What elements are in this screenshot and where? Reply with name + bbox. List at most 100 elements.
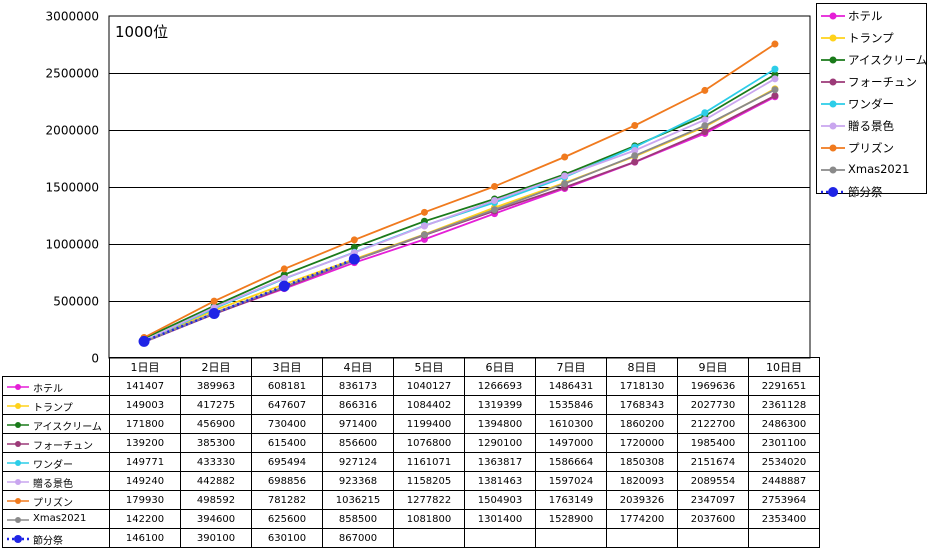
table-column-header: 1日目: [109, 357, 181, 377]
table-cell: 1597024: [535, 471, 607, 491]
table-row-label: 節分祭: [33, 536, 63, 547]
data-point: [208, 308, 220, 320]
table-row: ワンダー 149771 433330 695494 927124 1161071 13638…: [2, 452, 820, 472]
legend-label: トランプ: [848, 31, 894, 45]
table-row-header: フォーチュン: [2, 433, 110, 453]
y-tick-label: 2500000: [46, 67, 99, 81]
legend-key: [821, 12, 845, 20]
table-legend-key: [7, 441, 29, 447]
table-legend-key: [7, 460, 29, 466]
table-cell: 389963: [180, 376, 252, 396]
table-cell: 730400: [251, 414, 323, 434]
legend-item: アイスクリーム: [817, 49, 927, 71]
table-cell: 179930: [109, 490, 181, 510]
table-cell: 141407: [109, 376, 181, 396]
table-cell: 149771: [109, 452, 181, 472]
table-column-header: 10日目: [748, 357, 820, 377]
table-row-header: プリズン: [2, 490, 110, 510]
table-cell: 1290100: [464, 433, 536, 453]
table-cell: 149003: [109, 395, 181, 415]
table-cell: 2027730: [677, 395, 749, 415]
line-chart: 0500000100000015000002000000250000030000…: [46, 10, 811, 366]
table-cell: 1158205: [393, 471, 465, 491]
table-cell: 927124: [322, 452, 394, 472]
data-point: [420, 231, 428, 239]
table-row-label: 贈る景色: [33, 479, 73, 490]
table-cell: [606, 528, 678, 548]
table-row: フォーチュン 139200 385300 615400 856600 1076800 129…: [2, 433, 820, 453]
table-cell: 442882: [180, 471, 252, 491]
data-point: [701, 86, 709, 94]
table-cell: 1319399: [464, 395, 536, 415]
table-column-header: 5日目: [393, 357, 465, 377]
data-point: [350, 236, 358, 244]
table-cell: 647607: [251, 395, 323, 415]
table-corner: [2, 357, 110, 377]
legend-item: トランプ: [817, 27, 927, 49]
series-line-7: [143, 88, 776, 343]
table-legend-key: [7, 535, 29, 543]
legend-label: 贈る景色: [848, 119, 894, 133]
table-legend-key: [7, 479, 29, 485]
table-cell: 1763149: [535, 490, 607, 510]
table-column-header: 2日目: [180, 357, 252, 377]
table-row-label: フォーチュン: [33, 441, 93, 452]
table-row-header: トランプ: [2, 395, 110, 415]
table-row-label: Xmas2021: [33, 513, 87, 524]
table-header-row: 1日目 2日目 3日目 4日目 5日目 6日目 7日目 8日目 9日目 10日目: [2, 357, 820, 377]
table-cell: 417275: [180, 395, 252, 415]
table-legend-key: [7, 384, 29, 390]
legend-key: [821, 100, 845, 108]
table-cell: 2486300: [748, 414, 820, 434]
data-point: [701, 116, 709, 124]
table-cell: 1381463: [464, 471, 536, 491]
table-legend-key: [7, 517, 29, 523]
data-point: [561, 172, 569, 180]
table-cell: 923368: [322, 471, 394, 491]
table-row: Xmas2021 142200 394600 625600 858500 1081800 1…: [2, 509, 820, 529]
table-cell: 385300: [180, 433, 252, 453]
table-cell: 858500: [322, 509, 394, 529]
y-tick-label: 3000000: [46, 10, 99, 24]
table-cell: 608181: [251, 376, 323, 396]
table-cell: 2361128: [748, 395, 820, 415]
data-point: [491, 182, 499, 190]
table-row-header: 贈る景色: [2, 471, 110, 491]
table-cell: 1486431: [535, 376, 607, 396]
table-cell: 142200: [109, 509, 181, 529]
table-cell: 2291651: [748, 376, 820, 396]
table-row-header: 節分祭: [2, 528, 110, 548]
table-cell: 1363817: [464, 452, 536, 472]
table-cell: [393, 528, 465, 548]
legend-key: [821, 122, 845, 130]
legend-item: 節分祭: [817, 181, 927, 203]
data-point: [771, 75, 779, 83]
legend-item: 贈る景色: [817, 115, 927, 137]
table-cell: [748, 528, 820, 548]
data-point: [561, 180, 569, 188]
data-point: [701, 122, 709, 130]
table-cell: 2753964: [748, 490, 820, 510]
table-cell: 1277822: [393, 490, 465, 510]
table-cell: 2037600: [677, 509, 749, 529]
table-column-header: 7日目: [535, 357, 607, 377]
table-cell: 1768343: [606, 395, 678, 415]
table-cell: [677, 528, 749, 548]
table-cell: 1720000: [606, 433, 678, 453]
table-cell: 1199400: [393, 414, 465, 434]
data-point: [701, 128, 709, 136]
table-cell: 2151674: [677, 452, 749, 472]
table-cell: 1774200: [606, 509, 678, 529]
table-cell: 2534020: [748, 452, 820, 472]
table-column-header: 4日目: [322, 357, 394, 377]
table-row-label: アイスクリーム: [33, 422, 102, 433]
data-point: [278, 280, 290, 292]
data-point: [491, 206, 499, 214]
table-row-label: トランプ: [33, 403, 73, 414]
legend-key: [821, 34, 845, 42]
table-row: 節分祭 146100 390100 630100 867000: [2, 528, 820, 548]
table-column-header: 3日目: [251, 357, 323, 377]
table-cell: 2039326: [606, 490, 678, 510]
data-point: [138, 335, 150, 347]
legend-item: プリズン: [817, 137, 927, 159]
